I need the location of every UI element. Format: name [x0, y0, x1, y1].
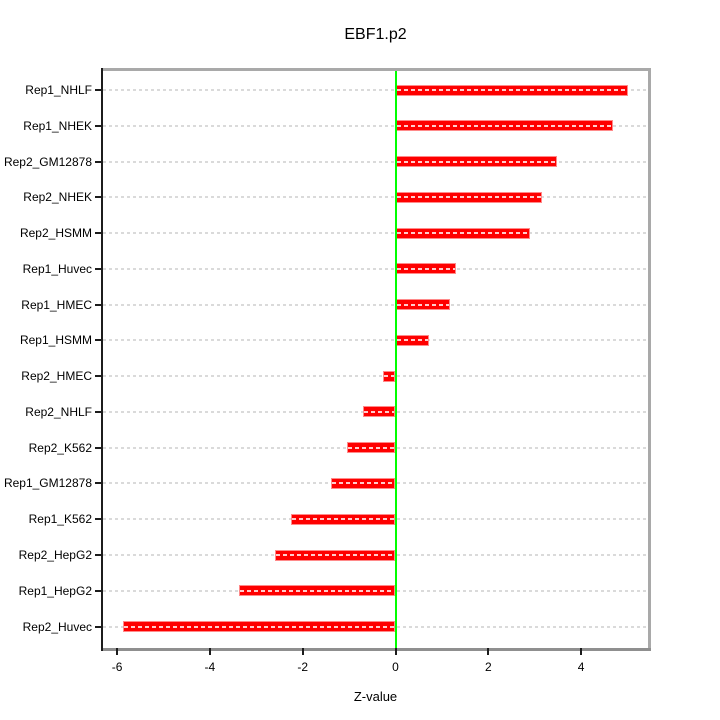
- y-axis-tick: [95, 482, 103, 485]
- x-axis-tick: [301, 648, 304, 655]
- y-tick-label: Rep1_HepG2: [18, 583, 92, 598]
- y-tick-label: Rep1_HMEC: [21, 297, 92, 312]
- y-axis-tick: [95, 446, 103, 449]
- y-tick-label: Rep1_K562: [28, 512, 92, 527]
- plot-area: [101, 68, 651, 651]
- y-axis-tick: [95, 589, 103, 592]
- bar-Rep2_NHLF: [363, 406, 396, 418]
- x-axis-tick: [487, 648, 490, 655]
- bar-Rep1_HMEC: [395, 299, 451, 311]
- y-axis-tick: [95, 196, 103, 199]
- y-tick-label: Rep1_HSMM: [19, 333, 92, 348]
- grid-line: [103, 375, 648, 378]
- bar-Rep1_NHEK: [395, 120, 614, 132]
- grid-line: [103, 160, 648, 163]
- y-tick-label: Rep1_NHEK: [23, 118, 92, 133]
- y-tick-label: Rep2_HMEC: [21, 369, 92, 384]
- y-axis-tick: [95, 410, 103, 413]
- y-tick-label: Rep2_NHLF: [25, 404, 92, 419]
- y-tick-label: Rep2_HSMM: [19, 226, 92, 241]
- y-tick-label: Rep1_Huvec: [22, 261, 92, 276]
- x-axis-label: Z-value: [353, 689, 398, 704]
- x-tick-label: -6: [111, 660, 123, 674]
- y-axis-tick: [95, 303, 103, 306]
- bar-Rep1_HepG2: [239, 585, 396, 597]
- bar-Rep2_K562: [346, 442, 396, 454]
- x-tick-label: 2: [484, 660, 492, 674]
- bar-Rep2_GM12878: [395, 156, 558, 168]
- y-axis-tick: [95, 339, 103, 342]
- y-axis-tick: [95, 160, 103, 163]
- plot-border-right: [648, 68, 651, 651]
- y-axis-tick: [95, 89, 103, 91]
- y-axis-tick: [95, 554, 103, 556]
- bar-Rep2_HepG2: [275, 549, 396, 561]
- bar-Rep1_Huvec: [395, 263, 457, 275]
- chart-title: EBF1.p2: [344, 26, 407, 43]
- grid-line: [103, 267, 648, 270]
- x-tick-label: -2: [297, 660, 309, 674]
- y-axis-tick: [95, 232, 103, 235]
- x-axis-tick: [116, 648, 119, 655]
- grid-line: [103, 232, 648, 235]
- y-tick-label: Rep2_Huvec: [22, 619, 92, 634]
- grid-line: [103, 339, 648, 342]
- bar-Rep2_Huvec: [123, 621, 396, 633]
- zero-reference-line: [394, 71, 397, 648]
- y-tick-label: Rep2_GM12878: [3, 154, 92, 169]
- y-tick-label: Rep1_GM12878: [3, 476, 92, 491]
- y-axis-tick: [95, 267, 103, 270]
- plot-border-top: [101, 68, 651, 71]
- y-tick-label: Rep2_K562: [28, 440, 92, 455]
- grid-line: [103, 89, 648, 91]
- y-tick-label: Rep2_HepG2: [18, 548, 92, 562]
- x-axis-tick: [580, 648, 583, 655]
- x-tick-label: 4: [577, 660, 585, 674]
- y-axis-line: [101, 68, 103, 651]
- bar-Rep2_NHEK: [395, 191, 542, 203]
- y-axis-tick: [95, 518, 103, 521]
- bar-Rep1_K562: [290, 513, 396, 525]
- y-tick-label: Rep1_NHLF: [25, 83, 92, 97]
- x-tick-label: 0: [392, 660, 399, 674]
- plot-border-bottom: [101, 648, 651, 651]
- grid-line: [103, 124, 648, 127]
- y-axis-tick: [95, 375, 103, 378]
- y-axis-tick: [95, 625, 103, 628]
- bar-Rep2_HSMM: [395, 227, 531, 239]
- x-tick-label: -4: [204, 660, 216, 674]
- bar-Rep1_GM12878: [331, 477, 396, 489]
- bar-Rep1_HSMM: [395, 334, 430, 346]
- x-axis-tick: [208, 648, 211, 655]
- y-axis-tick: [95, 124, 103, 127]
- bar-Rep1_NHLF: [395, 84, 628, 96]
- grid-line: [103, 196, 648, 199]
- x-axis-tick: [394, 648, 397, 655]
- y-tick-label: Rep2_NHEK: [23, 190, 92, 205]
- grid-line: [103, 303, 648, 306]
